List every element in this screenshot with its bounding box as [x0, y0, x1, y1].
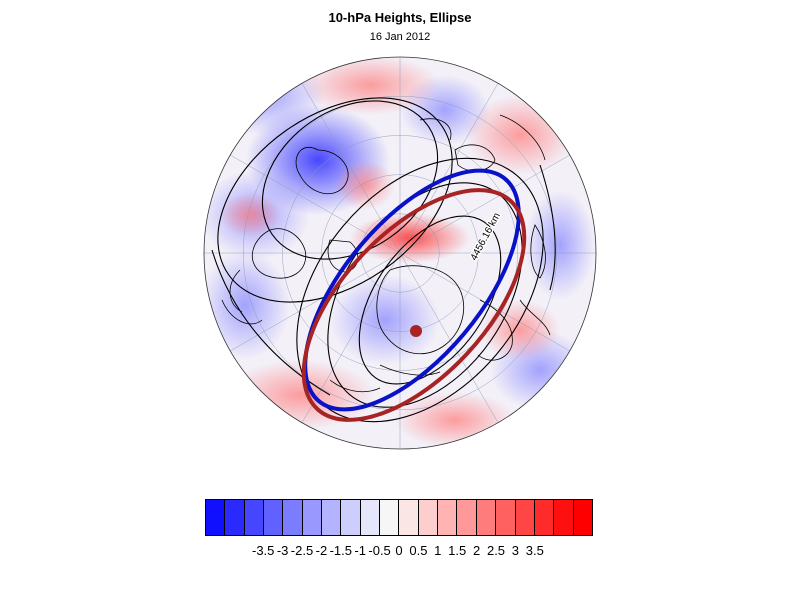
- colorbar-swatch: [438, 500, 458, 535]
- colorbar-tick-label: 0: [395, 543, 403, 558]
- colorbar-swatch: [515, 500, 535, 535]
- colorbar-tick-label: -2.5: [290, 543, 314, 558]
- anomaly-field: 4456.16 km: [204, 57, 596, 449]
- colorbar-swatch: [244, 500, 265, 535]
- meridian-line: [399, 252, 570, 352]
- colorbar-swatch: [264, 500, 284, 535]
- colorbar-swatch: [496, 500, 516, 535]
- colorbar-swatch: [302, 500, 323, 535]
- meridian-line: [399, 252, 499, 423]
- colorbar-swatch: [360, 500, 381, 535]
- colorbar-tick-label: -2: [315, 543, 328, 558]
- colorbar-tick-label: -3.5: [251, 543, 275, 558]
- colorbar-tick-label: 2.5: [486, 543, 506, 558]
- colorbar-tick-label: -0.5: [368, 543, 391, 558]
- colorbar-tick-label: 0.5: [409, 543, 428, 558]
- colorbar-swatch: [341, 500, 361, 535]
- colorbar-swatch: [399, 500, 419, 535]
- colorbar-swatch: [573, 500, 592, 535]
- colorbar-tick-label: 3.5: [525, 543, 544, 558]
- meridian-line: [230, 252, 401, 352]
- colorbar-swatch: [476, 500, 497, 535]
- colorbar-swatch: [554, 500, 574, 535]
- figure-date: 16 Jan 2012: [369, 31, 431, 43]
- globe-border: [203, 56, 597, 450]
- colorbar-tick-label: -1.5: [329, 543, 352, 558]
- colorbar-swatch: [283, 500, 303, 535]
- colorbar-swatch: [225, 500, 245, 535]
- vortex-center-marker: [410, 325, 422, 337]
- colorbar-labels: -3.5 -3 -2.5 -2 -1.5 -1 -0.5 0 0.5 1 1.5 2 2.5 3 3.5: [0, 543, 800, 563]
- meridian-line: [230, 154, 401, 254]
- colorbar-tick-label: 1: [434, 543, 442, 558]
- colorbar-swatch: [322, 500, 342, 535]
- colorbar-swatch: [206, 500, 226, 535]
- colorbar-swatch: [457, 500, 477, 535]
- blue-ellipse: [303, 168, 521, 412]
- height-contours: [211, 97, 556, 423]
- colorbar-tick-label: 3: [511, 543, 520, 558]
- colorbar-swatch: [534, 500, 555, 535]
- meridian-line: [399, 83, 499, 254]
- colorbar-tick-label: -3: [276, 543, 289, 558]
- red-ellipse: [301, 188, 527, 422]
- colorbar-swatch: [380, 500, 400, 535]
- colorbar-tick-label: 1.5: [448, 543, 467, 558]
- meridian-line: [301, 252, 401, 423]
- coastlines: [221, 114, 551, 393]
- meridian-line: [399, 154, 570, 254]
- colorbar-swatch: [418, 500, 439, 535]
- colorbar-tick-label: -1: [354, 543, 366, 558]
- colorbar: [205, 499, 593, 536]
- colorbar-tick-label: 2: [472, 543, 481, 558]
- lat-lon-grid: [204, 57, 596, 449]
- figure-title: 10-hPa Heights, Ellipse: [328, 10, 472, 25]
